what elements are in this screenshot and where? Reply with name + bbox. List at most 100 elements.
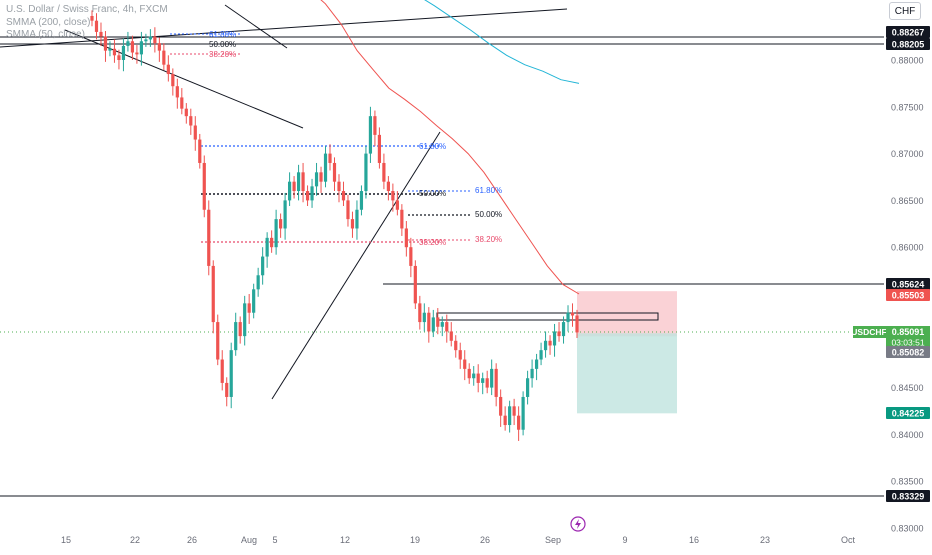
candle xyxy=(373,110,377,147)
badge-bid-text: 0.85082 xyxy=(892,348,925,358)
candle-body xyxy=(328,153,332,163)
time-tick-label: Sep xyxy=(545,535,561,545)
candle-body xyxy=(539,350,543,360)
candle-body xyxy=(467,368,471,379)
candle xyxy=(211,260,215,334)
candle xyxy=(121,38,126,72)
candle xyxy=(171,68,175,96)
range-rectangle xyxy=(436,312,659,321)
fib-label: 38.20% xyxy=(419,238,446,247)
candle xyxy=(490,359,494,396)
candle xyxy=(198,133,202,169)
fib-label: 38.20% xyxy=(475,235,502,244)
candle xyxy=(337,174,341,203)
badge-level-c xyxy=(886,278,930,290)
candle xyxy=(112,39,117,63)
candle xyxy=(180,88,184,115)
candle-body xyxy=(247,303,251,313)
candle xyxy=(130,35,135,60)
candle-body xyxy=(512,406,516,416)
candle xyxy=(494,363,498,407)
candle-body xyxy=(566,312,570,323)
badge-level-a xyxy=(886,26,930,38)
candle-body xyxy=(301,172,305,192)
price-tick-label: 0.83000 xyxy=(891,524,924,534)
candle xyxy=(427,307,431,343)
time-tick-label: 12 xyxy=(340,535,350,545)
candle-body xyxy=(175,86,179,98)
candle-body xyxy=(90,16,94,21)
candle xyxy=(404,220,408,257)
candle xyxy=(148,29,152,47)
candle xyxy=(292,176,296,199)
candle-body xyxy=(135,52,139,55)
candle-body xyxy=(490,368,494,388)
candle-body xyxy=(184,108,188,117)
time-tick-label: 22 xyxy=(130,535,140,545)
candle-body xyxy=(445,322,449,332)
candle-body xyxy=(449,331,453,341)
badge-level-b-text: 0.88205 xyxy=(892,40,925,50)
badge-last xyxy=(886,326,930,348)
candle-body xyxy=(94,20,99,32)
time-tick-label: 26 xyxy=(480,535,490,545)
badge-level-a-text: 0.88267 xyxy=(892,28,925,38)
lightning-icon xyxy=(570,516,586,532)
candle-body xyxy=(485,378,489,388)
candle xyxy=(207,200,211,276)
candle-body xyxy=(287,181,292,201)
candle-body xyxy=(481,378,485,383)
candle-body xyxy=(404,228,408,248)
candle xyxy=(413,260,417,309)
candle-body xyxy=(198,139,202,163)
candle-body xyxy=(261,256,265,276)
candle xyxy=(485,370,489,394)
candle xyxy=(108,41,112,57)
fib-label: 50.00% xyxy=(209,40,236,49)
currency-button[interactable]: CHF xyxy=(889,2,921,20)
candle-body xyxy=(238,322,242,337)
candle xyxy=(534,353,539,381)
position-zones xyxy=(577,291,677,414)
candle xyxy=(153,27,157,53)
time-tick-label: 15 xyxy=(61,535,71,545)
candle xyxy=(508,400,512,433)
candle xyxy=(355,200,359,240)
candle xyxy=(440,316,444,337)
candle xyxy=(512,398,516,426)
candle-body xyxy=(279,219,283,229)
badge-bottom-level-text: 0.83329 xyxy=(892,492,925,502)
candle xyxy=(472,366,476,386)
lightning-icon-glyph xyxy=(575,519,581,529)
fib-label: 61.80% xyxy=(419,142,446,151)
candle-body xyxy=(364,153,368,192)
candle-body xyxy=(265,237,269,257)
candle-body xyxy=(552,331,557,346)
badge-level-c-text: 0.85624 xyxy=(892,280,925,290)
candle xyxy=(287,172,292,207)
candle xyxy=(225,377,229,407)
candle-body xyxy=(144,39,148,42)
candle-body xyxy=(148,36,152,40)
candle xyxy=(395,191,399,216)
candle xyxy=(301,162,305,203)
candle-body xyxy=(314,172,319,187)
misc xyxy=(570,516,586,532)
candle-body xyxy=(153,36,157,44)
candle xyxy=(216,314,220,366)
badge-level-b xyxy=(886,38,930,50)
candle xyxy=(521,391,525,436)
candle xyxy=(157,37,161,62)
candle-body xyxy=(418,303,422,323)
candle xyxy=(175,78,179,109)
candle xyxy=(346,194,350,227)
candle-body xyxy=(225,382,229,397)
candle xyxy=(476,364,480,393)
fib-label: 38.20% xyxy=(209,50,236,59)
candle-body xyxy=(108,48,112,51)
take-profit-zone xyxy=(577,333,677,414)
candle-body xyxy=(310,186,314,201)
candle xyxy=(189,108,193,135)
